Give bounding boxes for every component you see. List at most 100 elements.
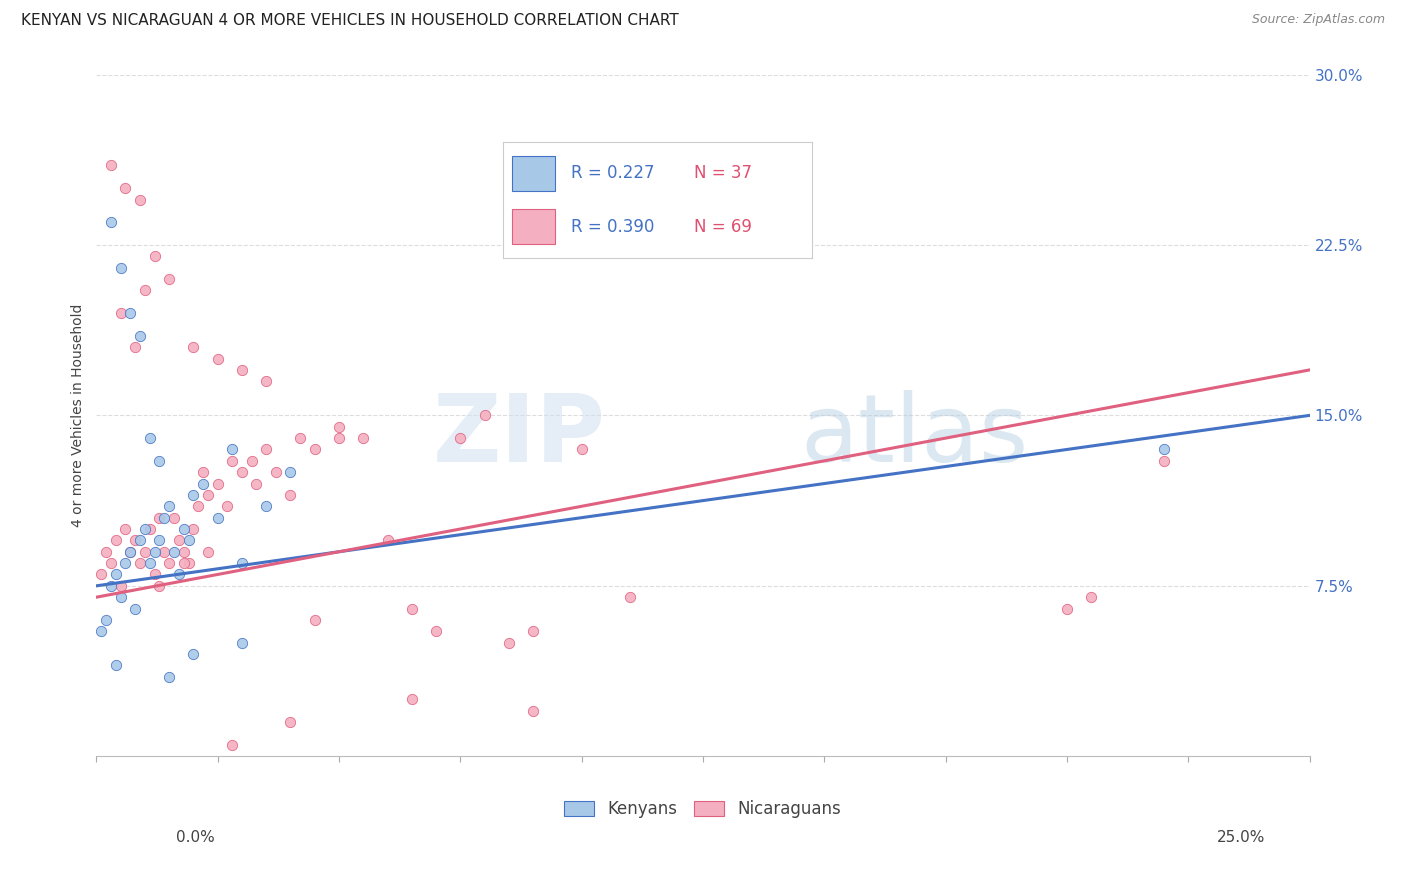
Point <box>90 567 112 582</box>
Point <box>449 431 471 445</box>
Point <box>148 579 170 593</box>
Point <box>90 624 112 639</box>
Point <box>110 306 132 320</box>
Point <box>157 670 180 684</box>
Point <box>231 635 253 649</box>
Point <box>352 431 374 445</box>
Point <box>167 533 190 548</box>
Point <box>231 556 253 570</box>
Point <box>280 488 302 502</box>
Point <box>183 522 205 536</box>
Point <box>401 692 423 706</box>
Point <box>522 624 544 639</box>
Point <box>134 522 156 536</box>
Point <box>143 249 166 263</box>
Point <box>114 181 136 195</box>
Point <box>240 454 263 468</box>
Point <box>191 465 214 479</box>
Point <box>153 545 176 559</box>
Point <box>207 476 229 491</box>
Point <box>177 556 200 570</box>
Point <box>124 601 146 615</box>
Point <box>120 545 142 559</box>
Point <box>163 510 186 524</box>
Point <box>304 613 326 627</box>
Point <box>280 715 302 730</box>
Point <box>221 454 243 468</box>
Y-axis label: 4 or more Vehicles in Household: 4 or more Vehicles in Household <box>72 303 86 527</box>
Point <box>124 533 146 548</box>
Point <box>1153 442 1175 457</box>
Point <box>619 590 641 604</box>
Point <box>231 465 253 479</box>
Point <box>183 647 205 661</box>
Point <box>138 431 160 445</box>
Point <box>288 431 311 445</box>
Point <box>129 533 152 548</box>
Point <box>114 556 136 570</box>
Text: N = 69: N = 69 <box>695 218 752 235</box>
Point <box>104 533 127 548</box>
Point <box>138 556 160 570</box>
Point <box>163 545 186 559</box>
Point <box>207 351 229 366</box>
FancyBboxPatch shape <box>512 156 555 191</box>
Point <box>100 579 122 593</box>
Point <box>100 556 122 570</box>
Point <box>129 329 152 343</box>
Point <box>245 476 267 491</box>
Point <box>100 158 122 172</box>
Point <box>143 545 166 559</box>
Point <box>129 556 152 570</box>
Point <box>157 556 180 570</box>
Point <box>120 545 142 559</box>
FancyBboxPatch shape <box>512 210 555 244</box>
Point <box>231 363 253 377</box>
Point <box>120 306 142 320</box>
Point <box>1056 601 1078 615</box>
Point <box>254 442 277 457</box>
Point <box>522 704 544 718</box>
Text: atlas: atlas <box>800 390 1028 482</box>
Point <box>94 613 117 627</box>
Text: R = 0.390: R = 0.390 <box>571 218 654 235</box>
Point <box>328 431 350 445</box>
Point <box>173 556 195 570</box>
Point <box>114 522 136 536</box>
Text: R = 0.227: R = 0.227 <box>571 164 654 183</box>
Point <box>129 193 152 207</box>
Point <box>173 545 195 559</box>
Point <box>157 500 180 514</box>
Point <box>148 533 170 548</box>
Point <box>153 510 176 524</box>
Text: N = 37: N = 37 <box>695 164 752 183</box>
Point <box>148 454 170 468</box>
Point <box>183 340 205 354</box>
Point <box>94 545 117 559</box>
Point <box>474 409 496 423</box>
Point <box>264 465 287 479</box>
Point <box>254 500 277 514</box>
Point <box>221 738 243 752</box>
Text: ZIP: ZIP <box>433 390 606 482</box>
Text: 25.0%: 25.0% <box>1218 830 1265 845</box>
Point <box>134 545 156 559</box>
Point <box>254 374 277 388</box>
Point <box>498 635 520 649</box>
Point <box>197 545 219 559</box>
Legend: Kenyans, Nicaraguans: Kenyans, Nicaraguans <box>560 795 846 823</box>
Point <box>134 284 156 298</box>
Point <box>221 442 243 457</box>
Text: KENYAN VS NICARAGUAN 4 OR MORE VEHICLES IN HOUSEHOLD CORRELATION CHART: KENYAN VS NICARAGUAN 4 OR MORE VEHICLES … <box>21 13 679 29</box>
Point <box>183 488 205 502</box>
Text: Source: ZipAtlas.com: Source: ZipAtlas.com <box>1251 13 1385 27</box>
Point <box>217 500 239 514</box>
Point <box>328 419 350 434</box>
Point <box>377 533 399 548</box>
Point <box>110 590 132 604</box>
Point <box>143 567 166 582</box>
Text: 0.0%: 0.0% <box>176 830 215 845</box>
Point <box>167 567 190 582</box>
Point <box>1153 454 1175 468</box>
Point <box>173 522 195 536</box>
